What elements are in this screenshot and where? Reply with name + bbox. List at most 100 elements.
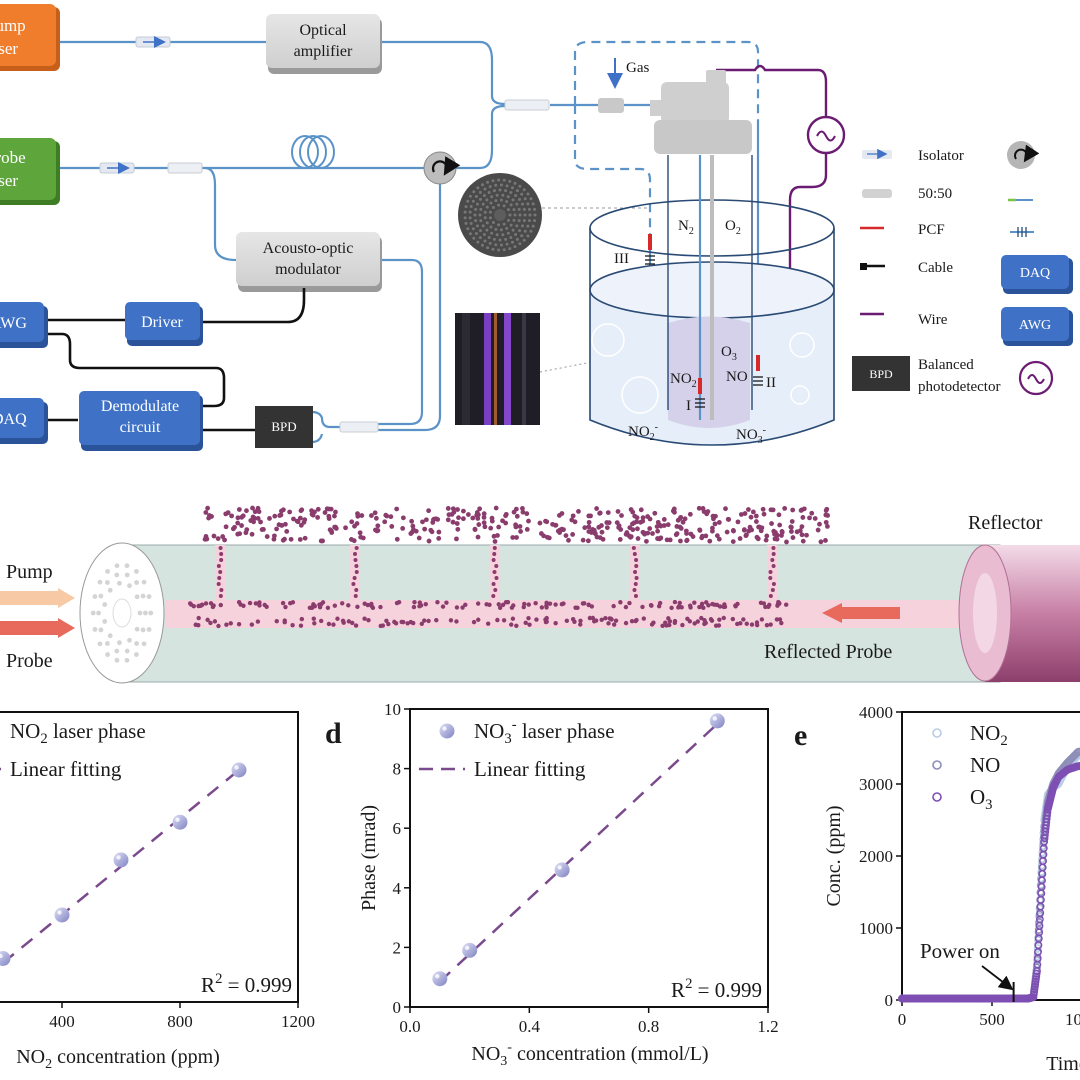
molecule-dot	[712, 521, 718, 527]
molecule-dot	[607, 616, 612, 621]
probe-laser-box: Probe laser	[0, 138, 60, 205]
molecule-dot	[641, 616, 647, 621]
molecule-dot	[700, 505, 706, 511]
molecule-dot	[497, 605, 503, 610]
x-tick-label: 0.0	[399, 1017, 420, 1036]
molecule-dot	[456, 515, 461, 521]
molecule-dot	[411, 527, 416, 532]
molecule-dot	[489, 518, 495, 524]
molecule-dot	[327, 527, 333, 533]
end-face-hole	[114, 563, 120, 569]
y-tick-label: 3000	[859, 775, 893, 794]
text-part: R	[671, 978, 685, 1002]
pcf-hole	[506, 208, 510, 212]
molecule-dot	[771, 582, 776, 586]
coupler-to-bpd-fiber	[311, 410, 342, 444]
text-part: -	[507, 1040, 512, 1055]
isolator-icon	[135, 36, 171, 48]
molecule-dot	[503, 600, 509, 605]
molecule-dot	[445, 517, 451, 523]
molecule-dot	[713, 623, 719, 628]
pcf-hole	[502, 248, 506, 252]
r-squared-annotation: R2 = 0.999	[671, 976, 762, 1002]
end-face-hole	[114, 657, 120, 663]
molecule-dot	[454, 619, 459, 624]
molecule-dot	[493, 588, 498, 592]
molecule-dot	[450, 506, 456, 512]
molecule-dot	[677, 516, 683, 521]
coupler-icon	[862, 189, 892, 198]
molecule-dot	[628, 507, 634, 512]
pcf-hole	[494, 183, 498, 187]
molecule-dot	[704, 511, 710, 517]
legend-marker	[932, 792, 942, 802]
molecule-dot	[738, 512, 744, 517]
data-point	[172, 814, 188, 830]
optical-amplifier-label: amplifier	[294, 43, 353, 60]
probe-arrow-head	[58, 618, 75, 638]
molecule-dot	[800, 538, 806, 544]
molecule-dot	[634, 519, 640, 525]
pcf-hole	[486, 246, 490, 250]
pcf-hole	[531, 202, 535, 206]
pcf-hole	[481, 183, 484, 187]
pcf-hole	[504, 237, 508, 241]
molecule-dot	[326, 621, 332, 627]
data-point	[709, 713, 725, 729]
pcf-hole	[490, 195, 494, 199]
awg-label: AWG	[0, 315, 27, 332]
molecule-dot	[400, 515, 406, 521]
molecule-dot	[325, 605, 331, 610]
end-face-hole	[105, 569, 110, 574]
pcf-hole	[468, 232, 472, 236]
molecule-dot	[534, 617, 539, 622]
pcf-hole	[512, 218, 516, 222]
molecule-dot	[618, 600, 623, 605]
pcf-hole	[464, 221, 468, 225]
pcf-hole	[468, 210, 472, 214]
molecule-dot	[362, 616, 367, 621]
molecule-dot	[211, 533, 217, 539]
pcf-hole	[499, 228, 503, 232]
molecule-dot	[394, 506, 400, 512]
text-part: R	[201, 973, 215, 997]
pcf-hole	[479, 219, 483, 223]
molecule-dot	[290, 622, 295, 628]
y-tick-label: 8	[393, 760, 402, 779]
molecule-dot	[257, 603, 262, 608]
molecule-dot	[373, 515, 379, 521]
pcf-hole	[517, 219, 521, 223]
molecule-dot	[586, 519, 592, 525]
molecule-dot	[318, 618, 324, 624]
end-face-hole	[102, 619, 108, 624]
molecule-dot	[696, 505, 702, 511]
y-tick-label: 10	[384, 700, 401, 719]
legend-entry: O3	[970, 785, 993, 813]
coupler-icon	[339, 421, 379, 433]
pcf-hole	[481, 224, 485, 228]
molecule-dot	[223, 511, 229, 517]
molecule-dot	[779, 529, 785, 535]
pcf-hole	[513, 245, 517, 249]
molecule-dot	[580, 601, 586, 606]
pcf-hole	[509, 190, 513, 194]
molecule-dot	[420, 519, 425, 525]
circulator-icon	[1007, 141, 1040, 169]
molecule-dot	[320, 600, 326, 605]
end-face-hole	[96, 610, 101, 616]
molecule-dot	[774, 617, 780, 622]
molecule-dot	[253, 601, 259, 606]
pcf-hole	[499, 183, 503, 187]
text-part: 2	[1000, 733, 1007, 749]
molecule-dot	[673, 532, 679, 538]
molecule-dot	[597, 510, 603, 516]
molecule-dot	[205, 617, 210, 623]
end-face-hole	[97, 579, 103, 585]
end-face-hole	[134, 641, 139, 646]
molecule-dot	[647, 516, 653, 522]
pcf-hole	[518, 213, 522, 217]
molecule-dot	[699, 601, 705, 606]
end-face-hole	[137, 610, 143, 616]
molecule-dot	[682, 516, 688, 522]
data-point-highlight	[435, 973, 440, 979]
